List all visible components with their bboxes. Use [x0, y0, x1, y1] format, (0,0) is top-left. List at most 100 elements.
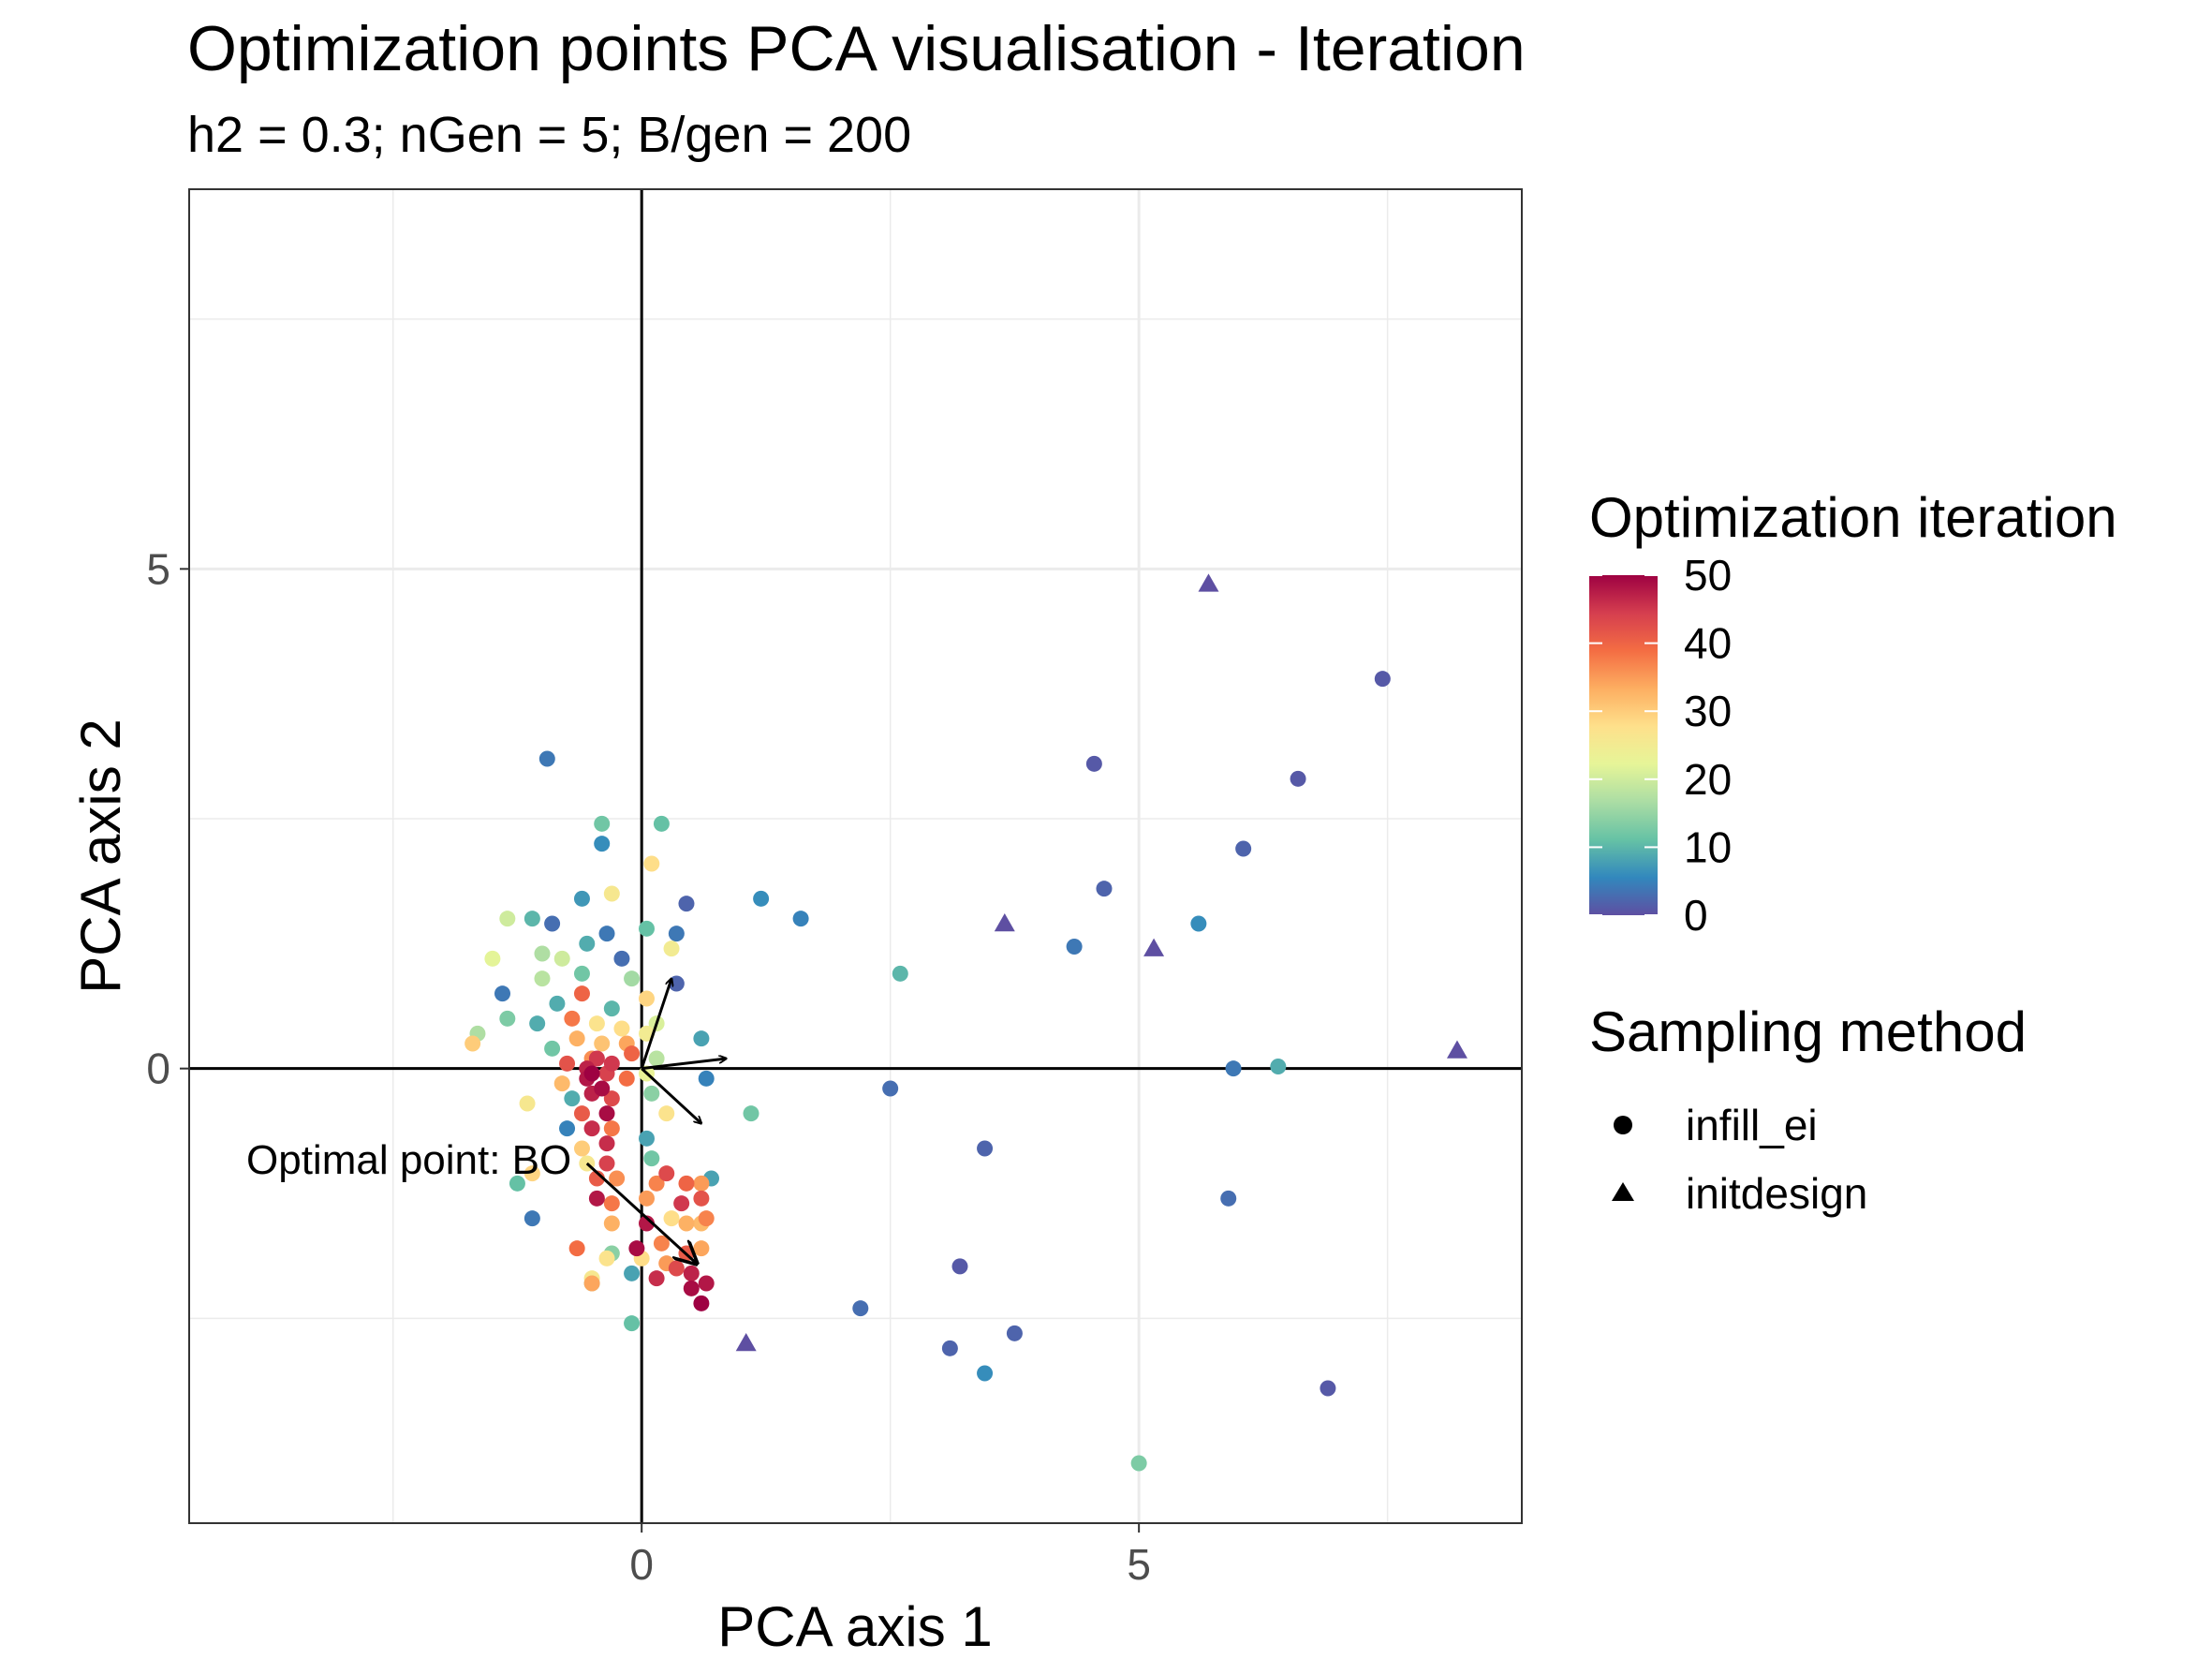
- data-point-infill: [653, 815, 670, 832]
- data-point-infill: [579, 935, 596, 952]
- data-point-infill: [564, 1010, 581, 1027]
- data-point-infill: [583, 1120, 600, 1137]
- data-point-infill: [643, 1085, 660, 1102]
- data-point-infill: [594, 836, 611, 852]
- data-point-infill: [1006, 1325, 1023, 1341]
- data-point-infill: [1235, 840, 1252, 857]
- colorbar-tick-label: 50: [1684, 551, 1732, 600]
- data-point-infill: [544, 1040, 561, 1057]
- data-point-infill: [643, 1150, 660, 1167]
- data-point-infill: [613, 1020, 630, 1037]
- data-point-infill: [603, 1215, 620, 1232]
- data-point-infill: [583, 1275, 600, 1292]
- colorbar-tick-label: 20: [1684, 755, 1732, 804]
- data-point-infill: [1130, 1455, 1147, 1472]
- data-point-infill: [573, 1105, 590, 1122]
- data-point-infill: [598, 1250, 615, 1266]
- data-point-infill: [698, 1210, 715, 1227]
- data-point-infill: [529, 1015, 546, 1032]
- data-point-infill: [638, 1215, 655, 1232]
- colorbar-tick-label: 10: [1684, 822, 1732, 871]
- data-point-infill: [568, 1030, 585, 1047]
- data-point-infill: [753, 890, 770, 907]
- data-point-infill: [693, 1030, 710, 1047]
- data-point-infill: [743, 1105, 759, 1122]
- data-point-infill: [678, 896, 695, 912]
- data-point-infill: [598, 926, 615, 942]
- data-point-infill: [499, 911, 516, 927]
- data-point-infill: [1225, 1060, 1242, 1077]
- data-point-infill: [648, 1270, 665, 1287]
- arrows-layer: [585, 979, 727, 1264]
- data-point-infill: [594, 1035, 611, 1052]
- data-point-infill: [598, 1105, 615, 1122]
- data-point-infill: [499, 1010, 516, 1027]
- plot-panel: [189, 189, 1522, 1523]
- data-point-infill: [1290, 770, 1306, 787]
- data-point-infill: [553, 1075, 570, 1092]
- x-tick-label: 0: [629, 1540, 654, 1589]
- data-point-infill: [951, 1258, 968, 1275]
- data-point-infill: [1320, 1380, 1336, 1397]
- x-tick-label: 5: [1127, 1540, 1151, 1589]
- data-point-infill: [658, 1105, 675, 1122]
- data-point-infill: [465, 1035, 481, 1052]
- data-point-infill: [494, 985, 511, 1002]
- data-point-infill: [573, 985, 590, 1002]
- data-point-infill: [559, 1120, 576, 1137]
- data-point-infill: [663, 1210, 680, 1227]
- data-point-infill: [524, 1165, 540, 1182]
- data-point-infill: [693, 1240, 710, 1257]
- data-point-infill: [534, 970, 551, 987]
- loading-arrow: [640, 979, 671, 1070]
- data-point-infill: [653, 1235, 670, 1252]
- data-point-infill: [609, 1170, 626, 1187]
- data-point-infill: [588, 1190, 605, 1207]
- data-point-infill: [553, 950, 570, 967]
- data-point-infill: [658, 1165, 675, 1182]
- data-point-initdesign: [1143, 938, 1165, 956]
- data-point-initdesign: [994, 913, 1015, 932]
- optimal-point-arrow: [585, 1162, 697, 1264]
- data-point-infill: [618, 1070, 635, 1087]
- colorbar-tick-label: 40: [1684, 619, 1732, 668]
- data-point-infill: [603, 1195, 620, 1212]
- legend-label-initdesign: initdesign: [1686, 1169, 1867, 1218]
- data-point-infill: [1085, 755, 1102, 772]
- data-point-infill: [564, 1090, 581, 1107]
- chart-title: Optimization points PCA visualisation - …: [187, 13, 1526, 84]
- shape-legend-title: Sampling method: [1589, 1000, 2027, 1063]
- reference-lines: [189, 189, 1522, 1523]
- data-point-infill: [628, 1240, 645, 1257]
- data-point-infill: [583, 1065, 600, 1082]
- data-point-infill: [941, 1340, 958, 1356]
- data-point-infill: [698, 1070, 715, 1087]
- shape-legend: Sampling method infill_ei initdesign: [1589, 1000, 2027, 1218]
- colorbar-tick-label: 0: [1684, 891, 1708, 940]
- data-point-infill: [678, 1175, 695, 1192]
- data-point-infill: [882, 1080, 899, 1097]
- data-point-infill: [1066, 939, 1083, 955]
- data-point-infill: [638, 1190, 655, 1207]
- color-legend-title: Optimization iteration: [1589, 486, 2117, 549]
- data-point-infill: [603, 885, 620, 902]
- loading-arrow: [641, 1067, 701, 1124]
- data-point-infill: [683, 1265, 700, 1281]
- data-point-infill: [624, 1045, 641, 1062]
- data-point-infill: [663, 941, 680, 957]
- plot-border: [188, 188, 1523, 1524]
- data-point-infill: [892, 965, 908, 982]
- data-point-initdesign: [735, 1333, 757, 1352]
- data-point-infill: [1374, 671, 1391, 688]
- axis-ticks: 0 5 0 5: [146, 544, 1151, 1589]
- data-point-infill: [538, 750, 555, 767]
- data-point-infill: [693, 1190, 710, 1207]
- data-point-infill: [693, 1175, 710, 1192]
- data-point-infill: [977, 1140, 994, 1157]
- data-point-infill: [603, 1120, 620, 1137]
- x-axis-label: PCA axis 1: [717, 1595, 992, 1658]
- data-point-infill: [588, 1015, 605, 1032]
- data-point-infill: [624, 1265, 641, 1281]
- data-point-infill: [638, 1130, 655, 1147]
- data-point-infill: [673, 1195, 690, 1212]
